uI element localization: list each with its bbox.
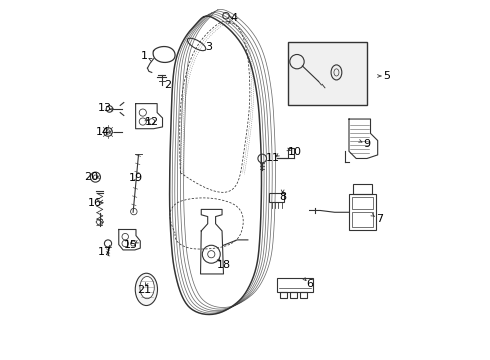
Bar [277,278,313,292]
Text: 3: 3 [206,42,213,52]
Bar [353,184,372,194]
Text: 14: 14 [96,127,110,136]
Text: 2: 2 [164,80,171,90]
Text: 17: 17 [98,247,112,257]
Bar [299,292,307,298]
Bar [290,292,297,298]
Text: 7: 7 [376,215,383,224]
Text: 4: 4 [230,13,237,23]
Text: 15: 15 [124,240,138,250]
Text: 10: 10 [288,147,302,157]
Bar [270,193,285,202]
Ellipse shape [140,276,154,299]
Text: 11: 11 [266,153,280,163]
Bar [280,292,287,298]
Text: 1: 1 [141,51,148,61]
Bar [288,42,367,105]
Bar [352,212,373,226]
Text: 16: 16 [87,198,101,208]
Text: 21: 21 [137,285,151,295]
Text: 18: 18 [217,260,231,270]
Bar [349,194,376,230]
Ellipse shape [135,273,157,306]
Text: 13: 13 [98,103,112,113]
Text: 8: 8 [279,192,286,202]
Text: 9: 9 [364,139,370,149]
Text: 6: 6 [306,279,313,289]
Bar [352,197,373,210]
Text: 20: 20 [84,172,98,182]
Text: 5: 5 [383,71,390,81]
Text: 19: 19 [128,173,143,183]
Text: 12: 12 [145,117,159,127]
